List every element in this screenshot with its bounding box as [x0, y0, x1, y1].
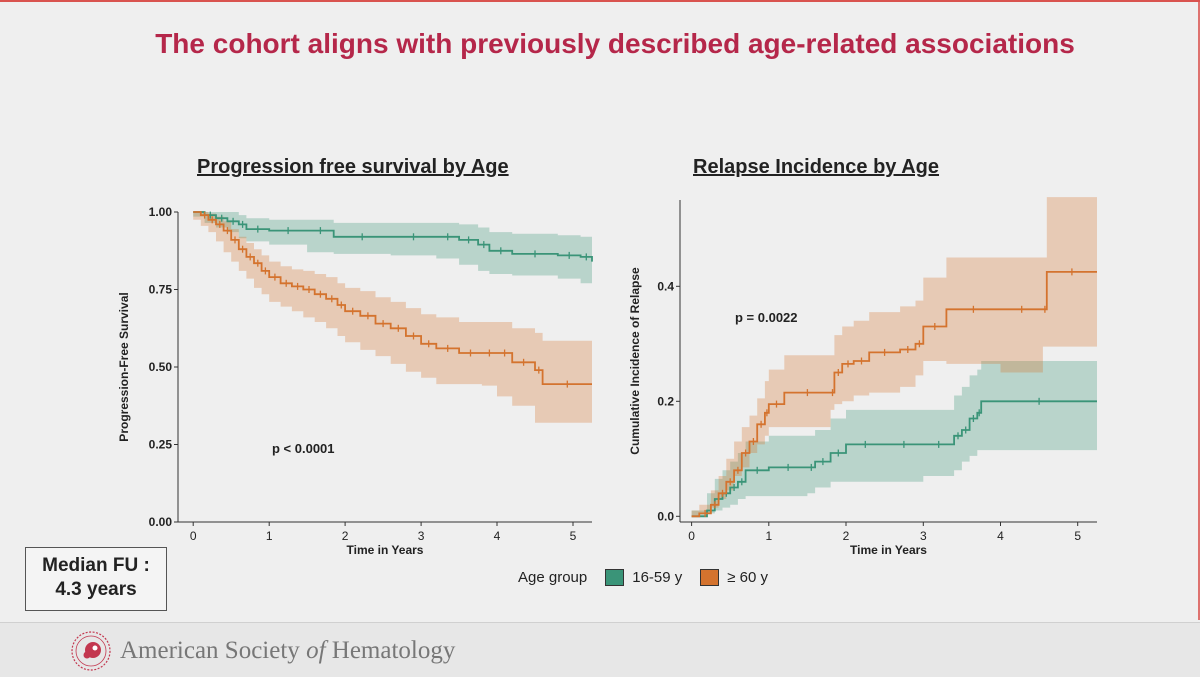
y-tick-label: 0.25	[149, 438, 173, 452]
ci-band-old	[691, 197, 1097, 517]
y-tick-label: 1.00	[149, 205, 173, 219]
x-tick-label: 0	[190, 529, 197, 543]
y-tick-label: 0.75	[149, 283, 173, 297]
p-value-annotation: p < 0.0001	[272, 441, 335, 456]
median-fu-label: Median FU :	[42, 555, 150, 576]
x-tick-label: 3	[418, 529, 425, 543]
footer-org-part1: American Society	[120, 637, 307, 664]
legend-label-old: ≥ 60 y	[727, 569, 769, 586]
x-axis-label: Time in Years	[850, 543, 927, 557]
legend-label-young: 16-59 y	[632, 569, 683, 586]
right-accent-line	[1198, 0, 1200, 620]
legend-swatch-young	[605, 569, 625, 586]
slide-title: The cohort aligns with previously descri…	[155, 28, 1075, 59]
x-tick-label: 1	[266, 529, 273, 543]
y-axis-label: Cumulative Incidence of Relapse	[628, 267, 642, 455]
y-tick-label: 0.4	[657, 279, 674, 293]
y-tick-label: 0.00	[149, 515, 173, 529]
ci-band-young	[691, 355, 1097, 517]
top-accent-line	[0, 0, 1200, 2]
legend-title: Age group	[518, 569, 588, 586]
footer-bar	[0, 622, 1200, 677]
pfs-chart: 0 1 2 3 4 5 0.00 0.25 0.50 0.75 1.00 Time in Years P…	[117, 205, 593, 557]
x-tick-label: 2	[843, 529, 850, 543]
x-tick-label: 3	[920, 529, 927, 543]
p-value-annotation: p = 0.0022	[735, 310, 798, 325]
legend-swatch-old	[700, 569, 720, 586]
x-axis-label: Time in Years	[347, 543, 424, 557]
ash-logo-icon	[71, 631, 111, 671]
series-line-old	[691, 271, 1097, 518]
x-tick-label: 4	[997, 529, 1004, 543]
legend-item-old: ≥ 60 y	[700, 569, 768, 586]
footer-org-part2: of	[306, 637, 326, 664]
pfs-chart-title: Progression free survival by Age	[197, 156, 509, 178]
y-tick-label: 0.0	[657, 509, 674, 523]
footer-org-name: American Society of Hematology	[120, 637, 455, 665]
y-axis-label: Progression-Free Survival	[117, 292, 131, 441]
x-tick-label: 2	[342, 529, 349, 543]
y-tick-label: 0.50	[149, 360, 173, 374]
y-tick-label: 0.2	[657, 394, 674, 408]
median-followup-box: Median FU : 4.3 years	[25, 547, 167, 611]
ci-band-old	[193, 212, 592, 423]
x-tick-label: 5	[1074, 529, 1081, 543]
legend: Age group 16-59 y ≥ 60 y	[518, 569, 768, 586]
legend-item-young: 16-59 y	[605, 569, 682, 586]
relapse-chart-title: Relapse Incidence by Age	[693, 156, 940, 178]
x-tick-label: 0	[688, 529, 695, 543]
median-fu-value: 4.3 years	[55, 579, 137, 600]
x-tick-label: 1	[765, 529, 772, 543]
x-tick-label: 5	[570, 529, 577, 543]
x-tick-label: 4	[494, 529, 501, 543]
relapse-chart: 0 1 2 3 4 5 0.0 0.2 0.4 Time in Years Cumulative I…	[628, 197, 1097, 557]
footer-org-part3: Hematology	[325, 637, 456, 664]
